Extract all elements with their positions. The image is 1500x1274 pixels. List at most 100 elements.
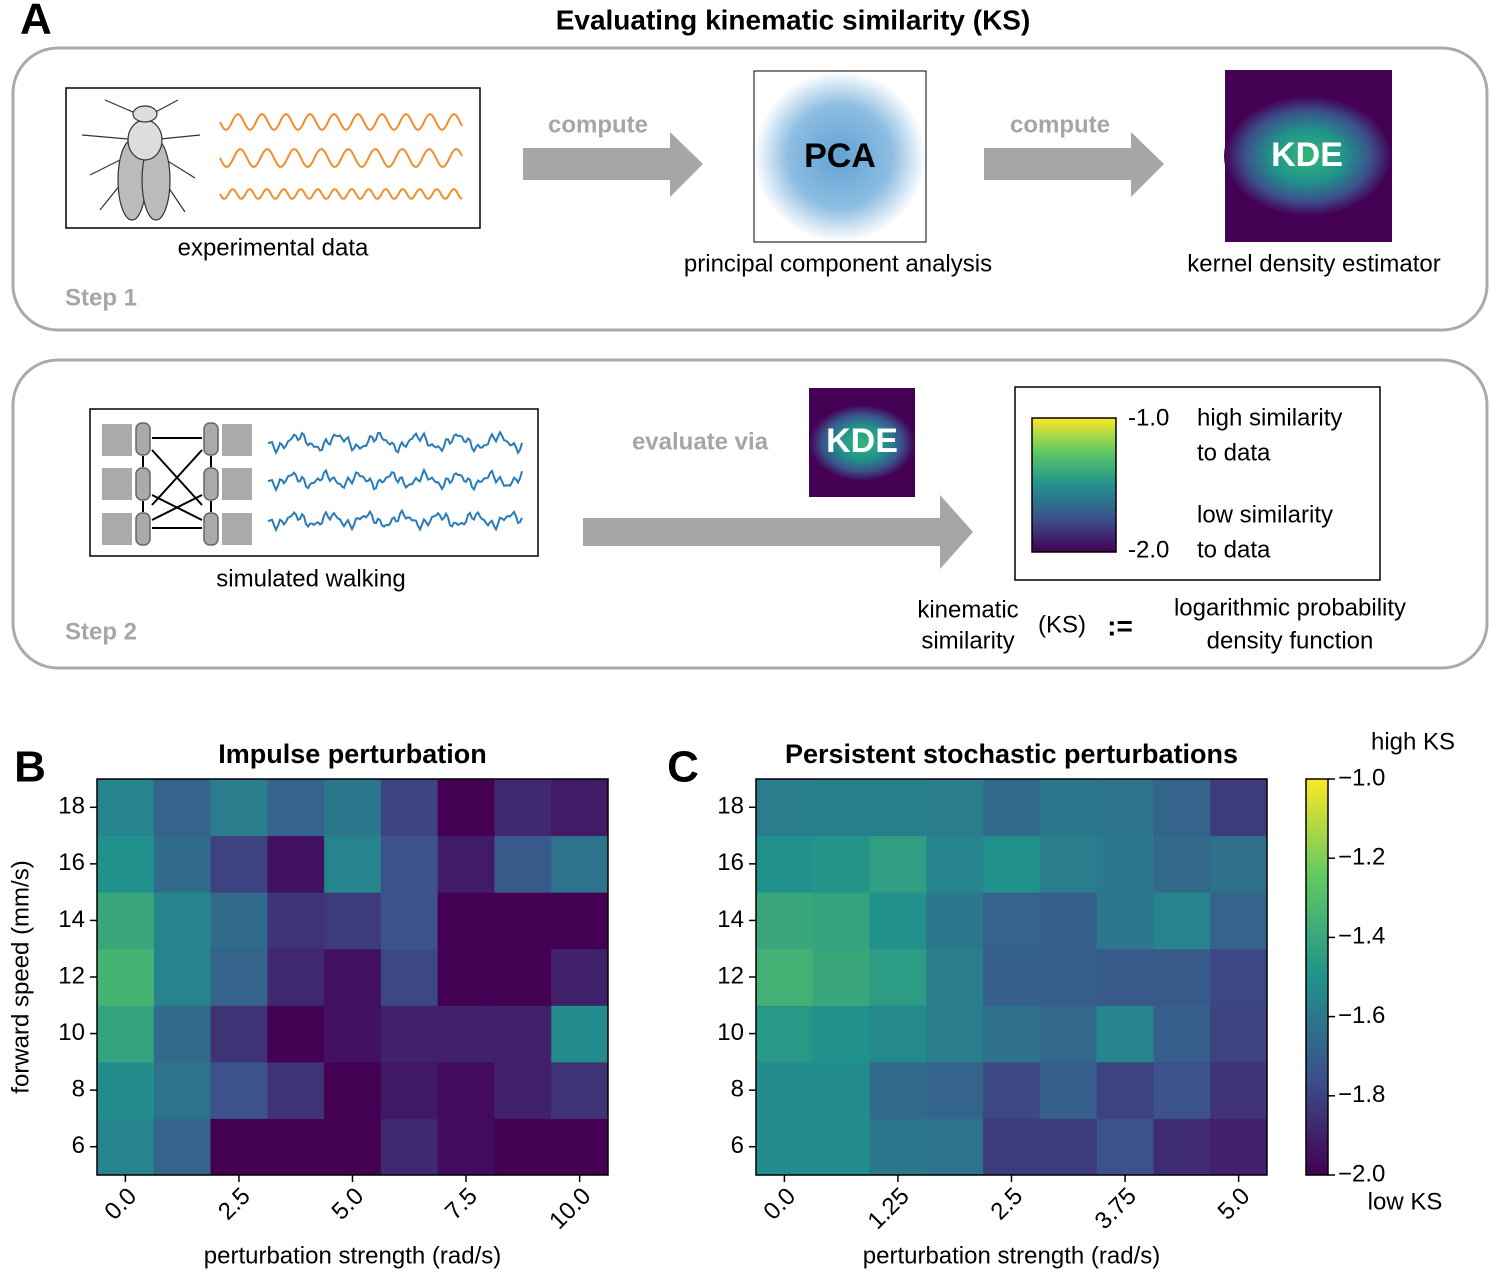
pca-image bbox=[753, 70, 927, 243]
x-tick-label: 10.0 bbox=[544, 1183, 596, 1235]
heatmap-cell bbox=[97, 835, 155, 893]
heatmap-cell bbox=[983, 1005, 1041, 1063]
heatmap-cell bbox=[324, 835, 382, 893]
network bbox=[102, 422, 252, 546]
heatmap-cell bbox=[812, 835, 871, 893]
heatmap-cell bbox=[756, 1118, 814, 1176]
heatmap-cell bbox=[869, 779, 927, 837]
heatmap-cell bbox=[153, 892, 212, 950]
heatmap-cell bbox=[437, 835, 495, 893]
heatmap-cell bbox=[756, 835, 814, 893]
trace bbox=[219, 112, 463, 132]
heatmap-cell bbox=[1096, 948, 1154, 1006]
y-axis-label: forward speed (mm/s) bbox=[7, 860, 34, 1093]
y-tick-label: 12 bbox=[58, 962, 85, 989]
heatmap-cell bbox=[1096, 892, 1154, 950]
heatmap-cell bbox=[551, 779, 609, 837]
step-label: Step 1 bbox=[65, 284, 137, 311]
y-tick-label: 12 bbox=[717, 962, 744, 989]
arrow-label: evaluate via bbox=[632, 428, 769, 455]
heatmap-cell bbox=[210, 892, 268, 950]
heatmap-cell bbox=[1210, 892, 1268, 950]
heatmap-cell bbox=[97, 1005, 155, 1063]
heatmap-cell bbox=[1153, 948, 1211, 1006]
x-axis-label: perturbation strength (rad/s) bbox=[204, 1242, 501, 1269]
heatmap-cell bbox=[869, 1118, 927, 1176]
heatmap-cell bbox=[869, 892, 927, 950]
definition-operator: := bbox=[1107, 610, 1133, 641]
heatmap-cell bbox=[869, 1005, 927, 1063]
fly bbox=[81, 99, 201, 221]
y-tick-label: 18 bbox=[717, 793, 744, 820]
heatmap-cell bbox=[267, 948, 325, 1006]
heatmap-cell bbox=[1153, 1005, 1211, 1063]
heatmap-cell bbox=[437, 779, 495, 837]
heatmap-cell bbox=[1153, 1118, 1211, 1176]
blue-traces bbox=[267, 430, 523, 533]
heatmap-cell bbox=[926, 1005, 984, 1063]
chart-title: Impulse perturbation bbox=[218, 739, 487, 769]
heatmap-cell bbox=[324, 1118, 382, 1176]
arrow bbox=[523, 132, 703, 197]
colorbar-tick-label: −2.0 bbox=[1338, 1160, 1385, 1187]
trace bbox=[219, 187, 463, 201]
heatmap-cell bbox=[267, 1118, 325, 1176]
heatmap-cell bbox=[551, 892, 609, 950]
heatmap-cell bbox=[97, 779, 155, 837]
x-tick-label: 0.0 bbox=[758, 1183, 801, 1226]
heatmap-cell bbox=[1039, 1061, 1098, 1119]
heatmap-cell bbox=[267, 892, 325, 950]
heatmap-cell bbox=[812, 1005, 871, 1063]
chart-title: Persistent stochastic perturbations bbox=[785, 739, 1238, 769]
heatmap-cell bbox=[97, 948, 155, 1006]
heatmap-cell bbox=[1210, 835, 1268, 893]
diagram-title: Evaluating kinematic similarity (KS) bbox=[556, 4, 1031, 35]
heatmap-cell bbox=[1096, 835, 1154, 893]
legend-text: to data bbox=[1197, 439, 1271, 466]
pca-label: PCA bbox=[804, 137, 876, 175]
heatmap-cell bbox=[153, 1005, 212, 1063]
legend-text: high similarity bbox=[1197, 404, 1342, 431]
heatmap-cell bbox=[324, 948, 382, 1006]
heatmap-cell bbox=[983, 948, 1041, 1006]
heatmap-cell bbox=[812, 779, 871, 837]
heatmap-cell bbox=[380, 948, 439, 1006]
heatmap-cell bbox=[1039, 835, 1098, 893]
heatmap-cell bbox=[926, 948, 984, 1006]
heatmap-cell bbox=[1039, 948, 1098, 1006]
colorbar-tick-label: −1.8 bbox=[1338, 1081, 1385, 1108]
heatmap-cell bbox=[494, 1061, 552, 1119]
heatmap-cell bbox=[1210, 1061, 1268, 1119]
heatmap-cell bbox=[153, 1118, 212, 1176]
heatmap-cell bbox=[551, 948, 609, 1006]
heatmap-cell bbox=[812, 1118, 871, 1176]
orange-traces bbox=[219, 112, 463, 201]
heatmap-cell bbox=[926, 1061, 984, 1119]
y-tick-label: 14 bbox=[717, 906, 744, 933]
y-tick-label: 10 bbox=[58, 1019, 85, 1046]
definition: logarithmic probability bbox=[1174, 594, 1406, 621]
x-tick-label: 5.0 bbox=[1213, 1183, 1256, 1226]
heatmap-cell bbox=[380, 1061, 439, 1119]
heatmap-cell bbox=[494, 835, 552, 893]
heatmap-cell bbox=[926, 1118, 984, 1176]
heatmap-cell bbox=[97, 1118, 155, 1176]
legend-text: low similarity bbox=[1197, 501, 1333, 528]
heatmap-cell bbox=[551, 835, 609, 893]
heatmap-cell bbox=[267, 779, 325, 837]
heatmap-cell bbox=[551, 1118, 609, 1176]
heatmap-cell bbox=[153, 835, 212, 893]
colorbar-tick-label: −1.0 bbox=[1338, 764, 1385, 791]
kde-label: KDE bbox=[1271, 136, 1343, 174]
trace bbox=[219, 147, 463, 169]
heatmap-cell bbox=[1096, 1061, 1154, 1119]
trace bbox=[267, 467, 523, 493]
heatmap-cell bbox=[551, 1061, 609, 1119]
trace bbox=[267, 430, 523, 455]
heatmap-cell bbox=[1210, 1005, 1268, 1063]
heatmap-cell bbox=[756, 948, 814, 1006]
x-tick-label: 3.75 bbox=[1090, 1183, 1142, 1235]
heatmap-cell bbox=[1153, 779, 1211, 837]
heatmap-cell bbox=[324, 779, 382, 837]
